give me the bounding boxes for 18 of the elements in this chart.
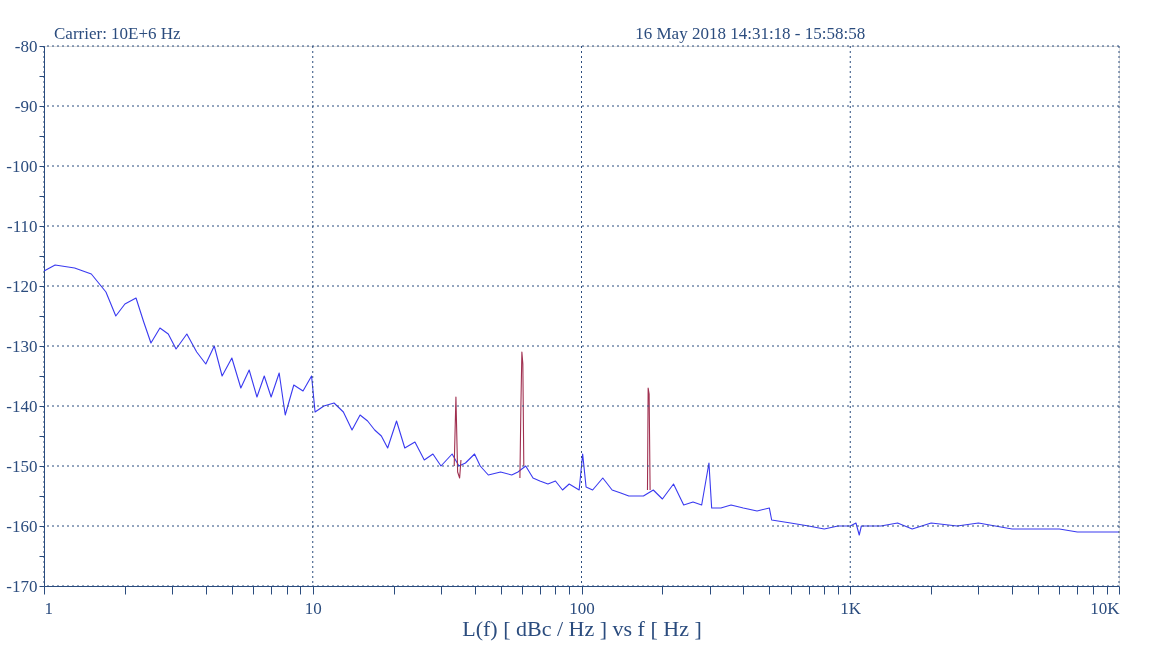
- y-tick-label: -130: [6, 336, 38, 356]
- y-tick-label: -170: [6, 576, 38, 596]
- y-tick-label: -140: [6, 396, 38, 416]
- y-tick-label: -80: [14, 36, 38, 56]
- x-axis-title: L(f) [ dBc / Hz ] vs f [ Hz ]: [462, 615, 702, 641]
- y-tick-label: -100: [6, 156, 38, 176]
- x-tick-label: 10K: [1090, 598, 1121, 618]
- y-tick-label: -110: [6, 216, 38, 236]
- text: Carrier: 10E+6 Hz: [54, 24, 182, 43]
- y-tick-label: -160: [6, 516, 38, 536]
- text: 16 May 2018 14:31:18 - 15:58:58: [635, 24, 866, 43]
- x-tick-label: 1K: [840, 598, 862, 618]
- x-tick-label: 100: [569, 598, 595, 618]
- x-tick-label: 1: [44, 598, 53, 618]
- y-tick-label: -90: [14, 96, 38, 116]
- y-tick-label: -120: [6, 276, 38, 296]
- y-tick-label: -150: [6, 456, 38, 476]
- x-tick-label: 10: [304, 598, 322, 618]
